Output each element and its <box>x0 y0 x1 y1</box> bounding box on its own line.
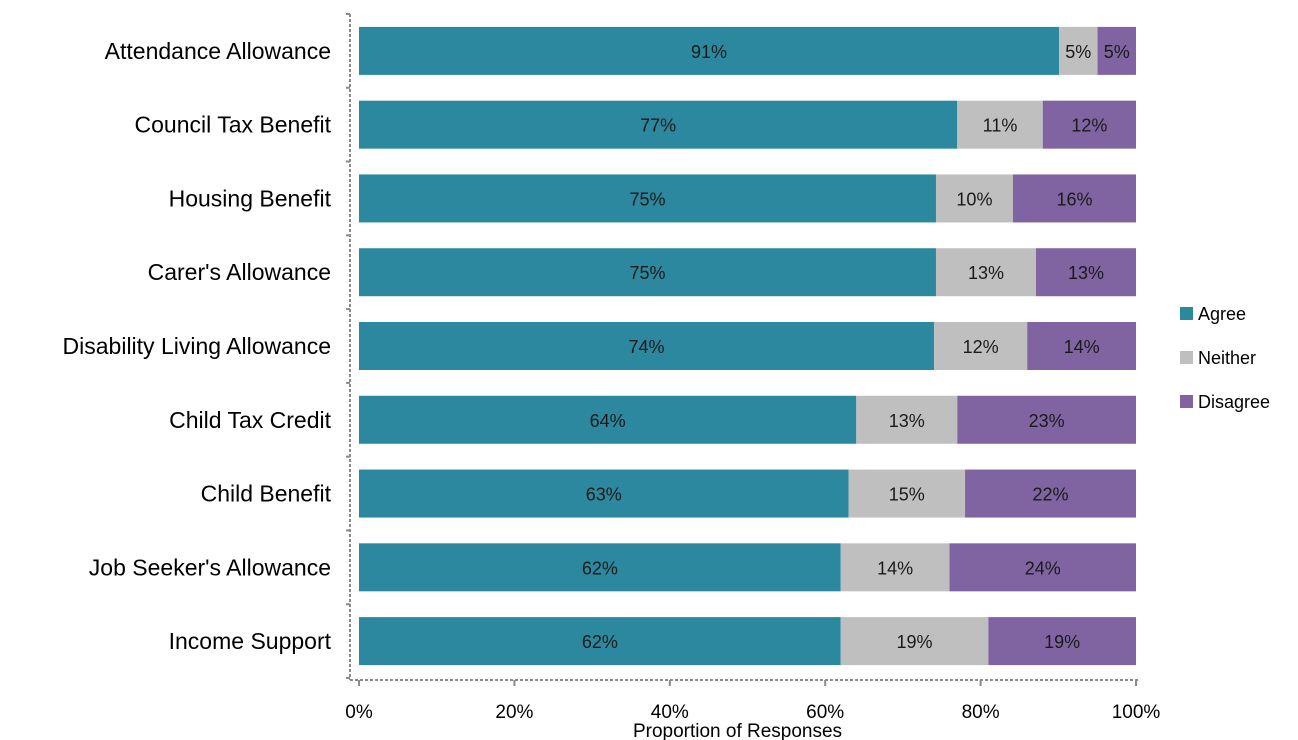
data-label-disagree-5: 23% <box>1029 411 1065 431</box>
data-label-neither-1: 11% <box>983 116 1018 136</box>
category-label-0: Attendance Allowance <box>105 38 331 64</box>
x-tick-label-0: 0% <box>345 702 373 723</box>
bar-disagree-2 <box>1012 174 1136 223</box>
category-label-3: Carer's Allowance <box>148 259 331 285</box>
data-label-agree-1: 77% <box>640 116 676 136</box>
bar-disagree-5 <box>957 395 1136 444</box>
data-label-disagree-7: 24% <box>1025 558 1061 578</box>
bar-agree-0 <box>359 26 1060 75</box>
bar-disagree-7 <box>949 543 1136 592</box>
x-tick-label-3: 60% <box>806 702 844 723</box>
data-label-agree-3: 75% <box>629 263 665 283</box>
bar-disagree-0 <box>1097 26 1136 75</box>
data-label-agree-2: 75% <box>629 189 665 209</box>
bar-neither-4 <box>933 322 1028 370</box>
bar-agree-2 <box>359 174 936 223</box>
bar-agree-1 <box>359 100 958 149</box>
bar-disagree-6 <box>965 469 1136 518</box>
data-label-neither-4: 12% <box>963 337 999 357</box>
data-label-disagree-3: 13% <box>1068 263 1104 283</box>
legend-swatch-agree <box>1180 307 1193 320</box>
legend-label-agree: Agree <box>1198 304 1246 324</box>
bar-disagree-4 <box>1027 322 1136 370</box>
bar-neither-7 <box>840 543 950 592</box>
bar-neither-2 <box>935 174 1013 223</box>
bar-agree-8 <box>359 617 841 666</box>
bar-disagree-8 <box>988 617 1136 666</box>
bar-disagree-3 <box>1035 248 1136 297</box>
data-label-neither-2: 10% <box>956 189 992 209</box>
bar-agree-7 <box>359 543 841 592</box>
bar-neither-1 <box>957 100 1043 149</box>
data-label-neither-5: 13% <box>889 411 925 431</box>
bar-agree-6 <box>359 469 849 518</box>
data-label-agree-8: 62% <box>582 632 618 652</box>
legend-swatch-disagree <box>1180 395 1193 408</box>
data-label-agree-5: 64% <box>590 411 626 431</box>
legend-label-disagree: Disagree <box>1198 392 1270 412</box>
data-label-disagree-0: 5% <box>1104 42 1130 62</box>
x-tick-label-1: 20% <box>495 702 533 723</box>
data-label-neither-0: 5% <box>1065 42 1091 62</box>
category-label-7: Job Seeker's Allowance <box>89 554 331 580</box>
data-label-disagree-6: 22% <box>1033 485 1069 505</box>
data-label-disagree-1: 12% <box>1071 116 1107 136</box>
data-label-neither-8: 19% <box>897 632 933 652</box>
data-label-agree-7: 62% <box>582 558 618 578</box>
category-label-4: Disability Living Allowance <box>63 333 331 359</box>
data-label-disagree-2: 16% <box>1056 189 1092 209</box>
bar-neither-0 <box>1059 26 1098 75</box>
x-tick-label-4: 80% <box>962 702 1000 723</box>
data-label-disagree-4: 14% <box>1064 337 1100 357</box>
category-label-8: Income Support <box>169 628 332 654</box>
data-label-agree-6: 63% <box>586 485 622 505</box>
x-axis-title: Proportion of Responses <box>633 721 842 740</box>
x-tick-label-5: 100% <box>1112 702 1161 723</box>
category-label-1: Council Tax Benefit <box>135 112 332 138</box>
bar-neither-3 <box>935 248 1036 297</box>
legend-swatch-neither <box>1180 351 1193 364</box>
data-label-neither-6: 15% <box>889 485 925 505</box>
x-tick-label-2: 40% <box>651 702 689 723</box>
bar-agree-4 <box>359 322 934 370</box>
category-label-5: Child Tax Credit <box>169 407 332 433</box>
data-label-agree-4: 74% <box>628 337 664 357</box>
bar-neither-6 <box>848 469 966 518</box>
category-label-6: Child Benefit <box>201 481 332 507</box>
bar-neither-8 <box>840 617 989 666</box>
data-label-neither-3: 13% <box>968 263 1004 283</box>
category-label-2: Housing Benefit <box>169 185 332 211</box>
bar-agree-3 <box>359 248 936 297</box>
bar-agree-5 <box>359 395 857 444</box>
bar-neither-5 <box>856 395 958 444</box>
data-label-agree-0: 91% <box>691 42 727 62</box>
bar-disagree-1 <box>1042 100 1136 149</box>
data-label-disagree-8: 19% <box>1044 632 1080 652</box>
legend-label-neither: Neither <box>1198 348 1256 368</box>
data-label-neither-7: 14% <box>877 558 913 578</box>
